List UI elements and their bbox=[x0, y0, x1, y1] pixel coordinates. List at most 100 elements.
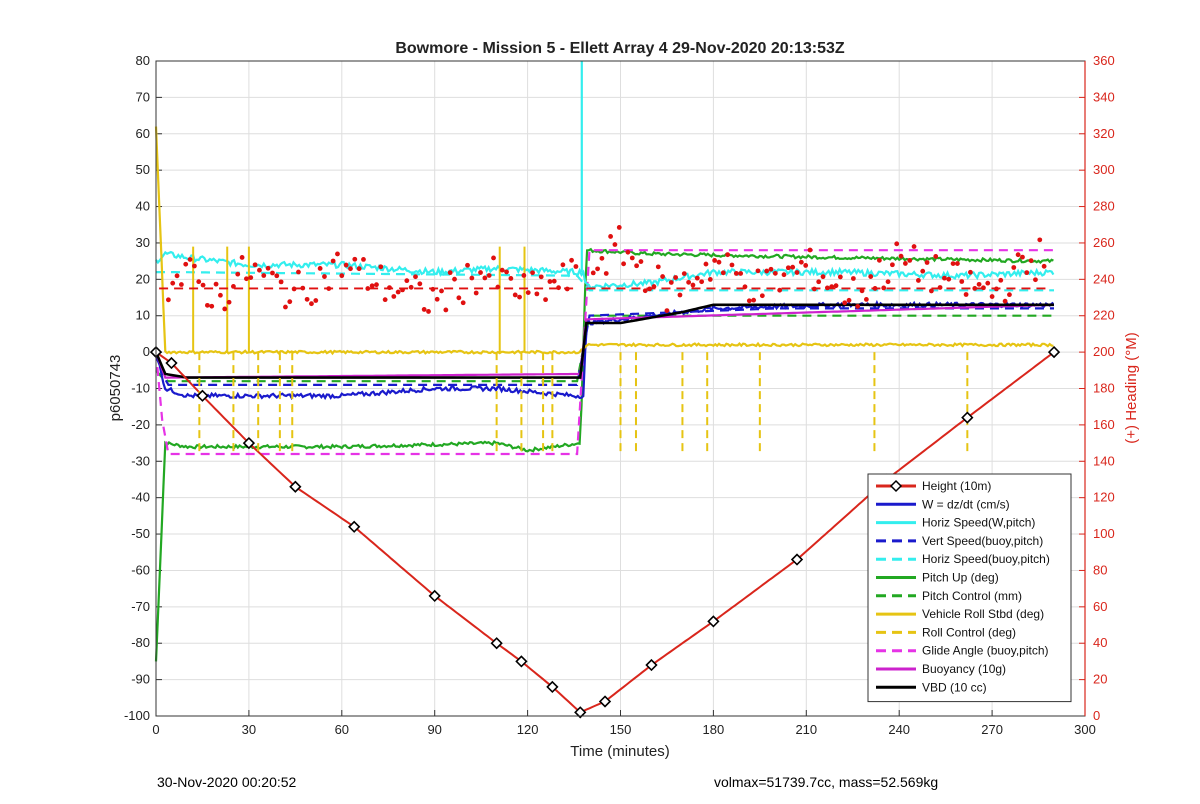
y-right-tick-label: 120 bbox=[1093, 490, 1115, 505]
x-tick-label: 210 bbox=[795, 722, 817, 737]
heading-point bbox=[959, 279, 965, 284]
x-tick-label: 300 bbox=[1074, 722, 1096, 737]
y-axis-label: p6050743 bbox=[107, 355, 124, 422]
heading-point bbox=[920, 268, 926, 274]
heading-point bbox=[270, 270, 275, 276]
heading-point bbox=[881, 285, 887, 291]
heading-point bbox=[205, 302, 210, 308]
height-marker bbox=[165, 356, 178, 370]
legend-label: Vert Speed(buoy,pitch) bbox=[922, 534, 1043, 548]
heading-point bbox=[846, 297, 852, 303]
y-right-tick-label: 40 bbox=[1093, 635, 1107, 650]
height-marker bbox=[348, 520, 361, 533]
heading-point bbox=[226, 299, 232, 305]
x-tick-label: 150 bbox=[610, 722, 632, 737]
footer-timestamp: 30-Nov-2020 00:20:52 bbox=[157, 774, 297, 790]
heading-point bbox=[985, 280, 991, 286]
heading-point bbox=[417, 281, 423, 287]
heading-point bbox=[720, 270, 726, 276]
heading-point bbox=[408, 284, 414, 290]
heading-point bbox=[569, 257, 574, 263]
heading-point bbox=[894, 241, 900, 247]
x-tick-label: 90 bbox=[427, 722, 441, 737]
heading-point bbox=[707, 277, 713, 282]
legend-label: Roll Control (deg) bbox=[922, 625, 1016, 639]
heading-point bbox=[283, 304, 288, 310]
heading-point bbox=[404, 278, 410, 284]
heading-point bbox=[942, 275, 947, 281]
heading-point bbox=[304, 296, 310, 302]
series-pitch-up bbox=[154, 247, 1054, 662]
heading-point bbox=[473, 290, 479, 296]
y-right-tick-label: 100 bbox=[1093, 526, 1115, 541]
chart-title: Bowmore - Mission 5 - Ellett Array 4 29-… bbox=[395, 40, 845, 57]
y-right-tick-label: 360 bbox=[1093, 53, 1115, 68]
heading-point bbox=[309, 301, 314, 307]
y-right-tick-label: 300 bbox=[1093, 162, 1115, 177]
heading-point bbox=[733, 271, 739, 276]
series-vehicle-roll bbox=[154, 126, 1054, 356]
heading-point bbox=[560, 262, 566, 268]
y-tick-label: -20 bbox=[131, 417, 150, 432]
y-tick-label: 10 bbox=[136, 308, 150, 323]
heading-point bbox=[313, 298, 319, 303]
heading-point bbox=[616, 225, 622, 230]
legend-marker bbox=[889, 479, 903, 493]
heading-point bbox=[599, 255, 605, 261]
heading-point bbox=[772, 270, 778, 276]
heading-point bbox=[573, 264, 579, 269]
heading-point bbox=[842, 300, 848, 306]
heading-point bbox=[625, 249, 631, 255]
heading-point bbox=[165, 297, 171, 303]
heading-point bbox=[1028, 258, 1034, 264]
heading-point bbox=[339, 273, 345, 279]
height-marker bbox=[242, 436, 256, 450]
y-tick-label: 50 bbox=[136, 162, 150, 177]
y-right-tick-label: 160 bbox=[1093, 417, 1115, 432]
y-tick-label: 80 bbox=[136, 53, 150, 68]
heading-point bbox=[603, 271, 609, 276]
y-tick-label: 40 bbox=[136, 199, 150, 214]
heading-point bbox=[751, 297, 757, 303]
y-tick-label: -80 bbox=[131, 635, 150, 650]
x-axis-label: Time (minutes) bbox=[570, 743, 669, 760]
heading-point bbox=[673, 275, 679, 280]
heading-point bbox=[478, 270, 483, 275]
heading-point bbox=[1037, 237, 1043, 243]
heading-point bbox=[963, 292, 969, 297]
series-vbd bbox=[154, 303, 1054, 379]
heading-point bbox=[863, 296, 869, 302]
height-marker bbox=[707, 615, 720, 628]
heading-point bbox=[508, 276, 514, 281]
heading-point bbox=[187, 257, 193, 262]
heading-point bbox=[933, 254, 939, 259]
legend-label: Height (10m) bbox=[922, 479, 991, 493]
height-marker bbox=[790, 553, 804, 566]
series-pitch-control bbox=[155, 314, 1054, 383]
legend-label: Buoyancy (10g) bbox=[922, 662, 1006, 676]
heading-point bbox=[491, 255, 496, 261]
heading-point bbox=[252, 262, 258, 268]
heading-point bbox=[634, 263, 640, 269]
heading-point bbox=[915, 278, 921, 283]
y-right-tick-label: 60 bbox=[1093, 599, 1107, 614]
footer-stats: volmax=51739.7cc, mass=52.569kg bbox=[714, 774, 939, 790]
y-tick-label: -60 bbox=[131, 562, 150, 577]
heading-point bbox=[655, 264, 661, 270]
legend-label: Pitch Up (deg) bbox=[922, 571, 999, 585]
height-marker bbox=[598, 695, 612, 708]
heading-point bbox=[755, 268, 761, 274]
heading-point bbox=[447, 270, 453, 276]
height-marker bbox=[428, 589, 441, 603]
heading-point bbox=[876, 257, 882, 263]
heading-point bbox=[1033, 277, 1038, 283]
legend-label: Pitch Control (mm) bbox=[922, 589, 1022, 603]
heading-point bbox=[287, 299, 293, 305]
heading-point bbox=[712, 258, 718, 263]
heading-point bbox=[434, 296, 440, 302]
heading-point bbox=[681, 271, 687, 276]
heading-point bbox=[482, 275, 488, 281]
y-right-tick-label: 220 bbox=[1093, 308, 1115, 323]
height-marker bbox=[289, 480, 302, 493]
heading-point bbox=[781, 272, 787, 278]
